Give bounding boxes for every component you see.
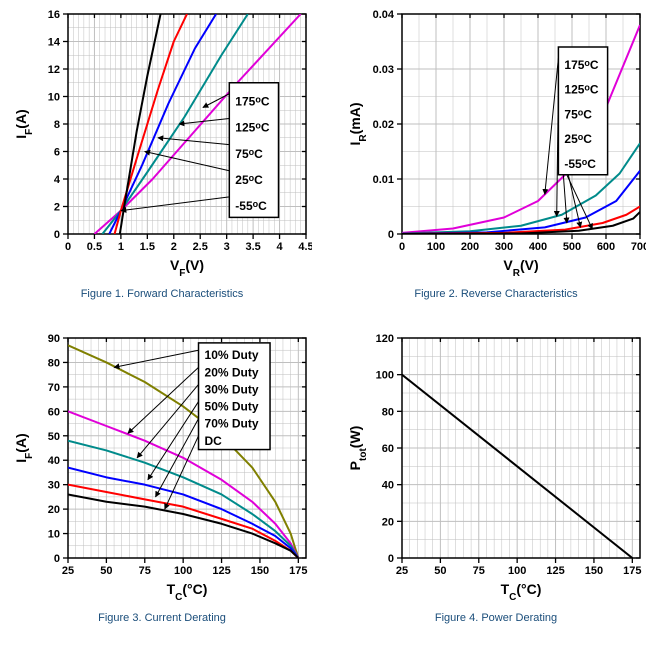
svg-text:100: 100 bbox=[427, 241, 445, 253]
svg-text:TC(°C): TC(°C) bbox=[167, 581, 208, 602]
fig2-caption: Figure 2. Reverse Characteristics bbox=[346, 288, 646, 300]
svg-text:-55oC: -55oC bbox=[564, 157, 596, 171]
svg-text:0: 0 bbox=[388, 229, 394, 241]
svg-text:600: 600 bbox=[597, 241, 615, 253]
svg-text:175oC: 175oC bbox=[235, 95, 270, 109]
svg-text:20% Duty: 20% Duty bbox=[205, 365, 259, 379]
svg-text:200: 200 bbox=[461, 241, 479, 253]
svg-text:70% Duty: 70% Duty bbox=[205, 417, 259, 431]
fig2-panel: 0 100 200 300 400 500 600 700 0 0.01 0.02 0.03 0.04 V… bbox=[346, 8, 646, 278]
svg-text:8: 8 bbox=[54, 119, 60, 131]
fig1-panel: 0 0.5 1 1.5 2 2.5 3 3.5 4 4.5 0 2 4 6 8 10 12 14 16 VF(V) IF… bbox=[12, 8, 312, 278]
svg-text:3: 3 bbox=[224, 241, 230, 253]
svg-text:300: 300 bbox=[495, 241, 513, 253]
svg-text:0.04: 0.04 bbox=[373, 9, 395, 21]
svg-text:175oC: 175oC bbox=[564, 58, 599, 72]
chart-grid-page: { "layout":{ "page_w":646,"page_h":653, … bbox=[0, 0, 646, 653]
svg-text:50: 50 bbox=[48, 431, 60, 443]
svg-text:2: 2 bbox=[54, 202, 60, 214]
svg-text:4: 4 bbox=[276, 241, 283, 253]
svg-text:125oC: 125oC bbox=[235, 121, 270, 135]
svg-text:6: 6 bbox=[54, 147, 60, 159]
svg-text:10% Duty: 10% Duty bbox=[205, 348, 259, 362]
svg-text:70: 70 bbox=[48, 382, 60, 394]
svg-text:0.02: 0.02 bbox=[373, 119, 394, 131]
svg-text:IF(A): IF(A) bbox=[13, 433, 35, 462]
svg-text:Ptot(W): Ptot(W) bbox=[347, 426, 369, 471]
svg-text:4.5: 4.5 bbox=[298, 241, 312, 253]
svg-text:60: 60 bbox=[48, 406, 60, 418]
svg-text:50: 50 bbox=[434, 565, 446, 577]
svg-text:10: 10 bbox=[48, 529, 60, 541]
svg-text:150: 150 bbox=[251, 565, 269, 577]
svg-text:10: 10 bbox=[48, 92, 60, 104]
svg-text:TC(°C): TC(°C) bbox=[501, 581, 542, 602]
svg-text:0: 0 bbox=[54, 553, 60, 565]
svg-text:175: 175 bbox=[289, 565, 307, 577]
svg-text:75: 75 bbox=[139, 565, 151, 577]
svg-text:30% Duty: 30% Duty bbox=[205, 382, 259, 396]
svg-text:2: 2 bbox=[171, 241, 177, 253]
svg-text:1: 1 bbox=[118, 241, 124, 253]
svg-text:75: 75 bbox=[473, 565, 485, 577]
svg-text:14: 14 bbox=[48, 37, 61, 49]
svg-text:90: 90 bbox=[48, 333, 60, 345]
svg-text:100: 100 bbox=[376, 370, 394, 382]
svg-text:0: 0 bbox=[388, 553, 394, 565]
svg-text:50: 50 bbox=[100, 565, 112, 577]
svg-text:VR(V): VR(V) bbox=[503, 257, 538, 278]
svg-text:175: 175 bbox=[623, 565, 641, 577]
fig4-panel: 25 50 75 100 125 150 175 0 20 40 60 80 100 120 TC(°C) P… bbox=[346, 332, 646, 602]
svg-text:40: 40 bbox=[48, 455, 60, 467]
svg-text:0: 0 bbox=[399, 241, 405, 253]
fig3-panel: 25 50 75 100 125 150 175 0 10 20 30 40 50 60 70 80 90 TC(… bbox=[12, 332, 312, 602]
fig1-caption: Figure 1. Forward Characteristics bbox=[12, 288, 312, 300]
svg-text:100: 100 bbox=[508, 565, 526, 577]
svg-text:-55oC: -55oC bbox=[235, 199, 267, 213]
svg-text:50% Duty: 50% Duty bbox=[205, 400, 259, 414]
svg-text:100: 100 bbox=[174, 565, 192, 577]
svg-text:80: 80 bbox=[48, 357, 60, 369]
svg-text:0: 0 bbox=[54, 229, 60, 241]
svg-text:IF(A): IF(A) bbox=[13, 109, 35, 138]
svg-text:3.5: 3.5 bbox=[245, 241, 260, 253]
svg-text:125oC: 125oC bbox=[564, 83, 599, 97]
svg-text:40: 40 bbox=[382, 480, 394, 492]
svg-text:12: 12 bbox=[48, 64, 60, 76]
svg-text:125: 125 bbox=[212, 565, 230, 577]
svg-text:30: 30 bbox=[48, 480, 60, 492]
fig3-caption: Figure 3. Current Derating bbox=[12, 612, 312, 624]
svg-text:60: 60 bbox=[382, 443, 394, 455]
svg-text:700: 700 bbox=[631, 241, 646, 253]
svg-text:20: 20 bbox=[48, 504, 60, 516]
svg-text:150: 150 bbox=[585, 565, 603, 577]
svg-text:0.01: 0.01 bbox=[373, 174, 394, 186]
svg-text:VF(V): VF(V) bbox=[170, 257, 204, 278]
svg-text:0: 0 bbox=[65, 241, 71, 253]
svg-text:120: 120 bbox=[376, 333, 394, 345]
svg-text:25: 25 bbox=[62, 565, 74, 577]
fig4-caption: Figure 4. Power Derating bbox=[346, 612, 646, 624]
svg-text:0.03: 0.03 bbox=[373, 64, 394, 76]
svg-text:0.5: 0.5 bbox=[87, 241, 102, 253]
svg-text:DC: DC bbox=[205, 434, 223, 448]
svg-text:20: 20 bbox=[382, 516, 394, 528]
svg-text:IR(mA): IR(mA) bbox=[347, 102, 369, 145]
svg-text:2.5: 2.5 bbox=[193, 241, 208, 253]
svg-text:80: 80 bbox=[382, 406, 394, 418]
svg-text:25: 25 bbox=[396, 565, 408, 577]
svg-text:500: 500 bbox=[563, 241, 581, 253]
svg-text:125: 125 bbox=[546, 565, 564, 577]
svg-text:400: 400 bbox=[529, 241, 547, 253]
svg-text:4: 4 bbox=[54, 174, 61, 186]
svg-text:16: 16 bbox=[48, 9, 60, 21]
svg-text:1.5: 1.5 bbox=[140, 241, 155, 253]
